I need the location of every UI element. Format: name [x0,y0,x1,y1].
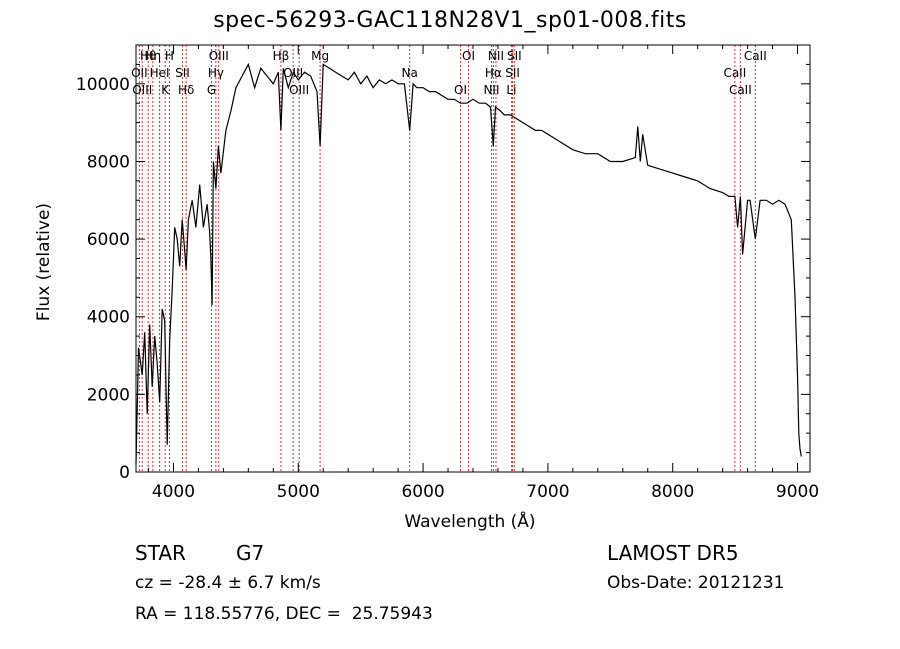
redshift-velocity: cz = -28.4 ± 6.7 km/s [135,573,321,593]
x-tick-label: 6000 [401,482,444,502]
line-marker-label: OI [454,83,467,97]
line-marker-label: H [165,49,174,63]
x-axis-label: Wavelength (Å) [404,512,536,532]
line-marker-label: CaII [723,66,746,80]
line-marker-label: Hβ [273,49,290,63]
line-marker-label: Hη [145,49,162,63]
y-axis-ticks: 0 2000 4000 6000 8000 10000 [76,63,810,483]
x-tick-label: 7000 [526,482,569,502]
line-marker-label: OI [462,49,475,63]
line-marker-label: Hα [485,66,502,80]
line-marker-label: OII [131,66,148,80]
y-tick-label: 4000 [87,308,130,328]
y-tick-label: 6000 [87,230,130,250]
chart-title: spec-56293-GAC118N28V1_sp01-008.fits [213,8,687,33]
line-marker-label: K [161,83,170,97]
x-tick-label: 9000 [776,482,819,502]
line-marker-label-group: HθOIIOIIIHηHeIKHSIIHδOIIIHγGHβOIIIOIIIMg… [131,49,767,97]
line-marker-label: Hθ [140,49,156,63]
spectrum-line [135,62,802,465]
sky-coordinates: RA = 118.55776, DEC = 25.75943 [135,604,433,624]
plot-frame [135,44,811,473]
line-marker-label: NII [488,49,504,63]
object-subclass: G7 [236,541,265,565]
line-marker-label: HeI [150,66,170,80]
line-marker-label: Mg [311,49,329,63]
line-marker-group [138,45,756,472]
line-marker-label: NII [483,83,499,97]
x-tick-label: 8000 [651,482,694,502]
line-marker-label: SII [175,66,190,80]
x-tick-label: 4000 [152,482,195,502]
line-marker-label: Hδ [178,83,194,97]
line-marker-label: Li [506,83,516,97]
y-axis-label: Flux (relative) [34,202,54,322]
y-tick-label: 0 [119,463,130,483]
line-marker-label: OIII [289,83,309,97]
line-marker-label: CaII [729,83,752,97]
line-marker-label: CaII [744,49,767,63]
line-marker-label: Na [402,66,418,80]
line-marker-label: SII [507,49,522,63]
line-marker-label: OIII [209,49,229,63]
y-tick-label: 2000 [87,385,130,405]
y-tick-label: 10000 [76,75,130,95]
line-marker-label: SII [505,66,520,80]
object-class: STAR [135,541,186,565]
line-marker-label: OIII [132,83,152,97]
y-tick-label: 8000 [87,152,130,172]
line-marker-label: Hγ [208,66,224,80]
survey-name: LAMOST DR5 [607,541,739,565]
observation-date: Obs-Date: 20121231 [607,573,785,593]
x-axis-ticks: 4000 5000 6000 7000 8000 9000 [147,45,819,502]
line-marker-label: G [207,83,216,97]
x-tick-label: 5000 [277,482,320,502]
